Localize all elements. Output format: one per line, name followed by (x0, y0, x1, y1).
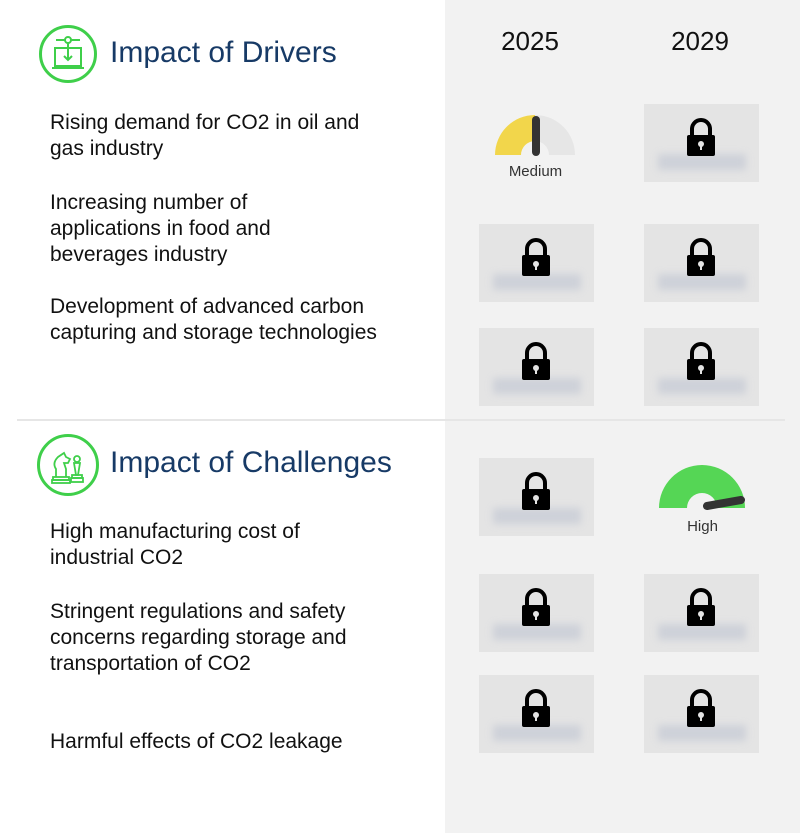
driver-item: Increasing number of applications in foo… (50, 191, 271, 266)
lock-icon (687, 689, 715, 727)
driver-item: Development of advanced carbon capturing… (50, 295, 377, 344)
locked-value-2025[interactable] (479, 224, 594, 302)
driver-item: Rising demand for CO2 in oil and gas ind… (50, 111, 360, 160)
gauge-label: High (687, 518, 718, 535)
locked-value-2025[interactable] (479, 328, 594, 406)
locked-value-2029[interactable] (644, 104, 759, 182)
impact-gauge-medium: Medium (478, 108, 593, 198)
lock-icon (687, 238, 715, 276)
lock-icon (687, 588, 715, 626)
column-header-2025: 2025 (501, 26, 559, 56)
challenge-item: High manufacturing cost of industrial CO… (50, 520, 300, 569)
impact-gauge-high: High (645, 462, 760, 552)
lock-icon (522, 689, 550, 727)
locked-value-2029[interactable] (644, 574, 759, 652)
locked-value-2025[interactable] (479, 458, 594, 536)
lock-icon (522, 472, 550, 510)
challenge-item: Stringent regulations and safety concern… (50, 600, 347, 675)
drivers-title: Impact of Drivers (110, 36, 337, 69)
circuit-download-icon (39, 25, 97, 83)
locked-value-2025[interactable] (479, 574, 594, 652)
section-divider (17, 419, 785, 421)
challenge-item: Harmful effects of CO2 leakage (50, 730, 343, 753)
locked-value-2029[interactable] (644, 675, 759, 753)
lock-icon (522, 238, 550, 276)
lock-icon (522, 342, 550, 380)
lock-icon (687, 342, 715, 380)
lock-icon (687, 118, 715, 156)
column-header-2029: 2029 (671, 26, 729, 56)
gauge-label: Medium (508, 163, 563, 180)
locked-value-2029[interactable] (644, 224, 759, 302)
locked-value-2029[interactable] (644, 328, 759, 406)
locked-value-2025[interactable] (479, 675, 594, 753)
challenges-title: Impact of Challenges (110, 446, 392, 479)
lock-icon (522, 588, 550, 626)
chess-pieces-icon (37, 434, 99, 496)
